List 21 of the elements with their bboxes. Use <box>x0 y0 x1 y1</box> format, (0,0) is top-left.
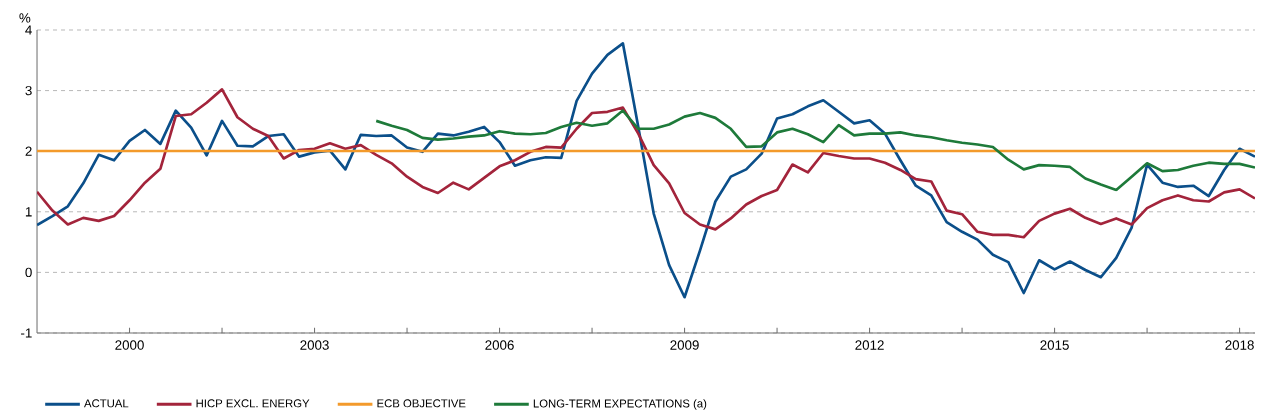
y-tick-label: 1 <box>25 207 32 217</box>
line-series <box>374 109 1255 192</box>
line-series <box>37 88 1255 239</box>
legend-label: LONG-TERM EXPECTATIONS (a) <box>533 399 707 410</box>
x-tick-label: 2012 <box>855 340 884 350</box>
y-tick-label: -1 <box>21 328 32 338</box>
legend-label: ACTUAL <box>84 399 129 408</box>
x-tick-label: 2018 <box>1225 340 1254 350</box>
x-tick-label: 2006 <box>485 340 514 350</box>
x-tick-label: 2009 <box>670 340 699 350</box>
y-tick-label: 3 <box>25 85 32 96</box>
legend-label: ECB OBJECTIVE <box>377 399 466 408</box>
line-series <box>37 41 1255 299</box>
x-tick-label: 2015 <box>1040 340 1069 350</box>
y-axis-title: % <box>19 13 31 23</box>
y-tick-label: 0 <box>25 267 32 278</box>
y-tick-label: 2 <box>25 146 32 156</box>
x-tick-label: 2003 <box>300 340 329 350</box>
x-tick-label: 2000 <box>115 340 144 350</box>
legend-label: HICP EXCL. ENERGY <box>196 399 310 408</box>
y-tick-label: 4 <box>25 25 32 35</box>
